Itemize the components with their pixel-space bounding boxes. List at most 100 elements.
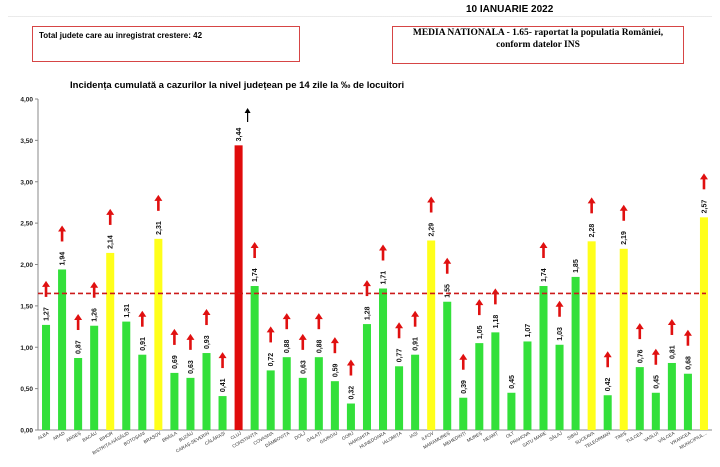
increase-arrow-head bbox=[651, 348, 660, 355]
bar bbox=[202, 353, 211, 430]
increase-arrow-head bbox=[587, 197, 596, 204]
bar bbox=[154, 238, 163, 430]
category-label: IAȘI bbox=[409, 431, 419, 440]
report-date: 10 IANUARIE 2022 bbox=[466, 4, 554, 15]
bar bbox=[539, 286, 548, 430]
increase-arrow-shaft bbox=[317, 318, 321, 330]
bar bbox=[234, 145, 243, 430]
bar bbox=[42, 324, 51, 430]
bar bbox=[603, 395, 612, 430]
category-label: MUREȘ bbox=[466, 431, 483, 444]
increase-arrow-shaft bbox=[157, 199, 160, 211]
bar-value-label: 0,45 bbox=[653, 375, 660, 389]
bar bbox=[346, 403, 355, 430]
category-label: BACĂU bbox=[81, 430, 98, 443]
increase-arrow-shaft bbox=[285, 318, 289, 330]
off-scale-arrow-head bbox=[244, 108, 251, 113]
increase-arrow-head bbox=[539, 242, 548, 249]
category-label: OLT bbox=[505, 430, 515, 439]
bar-value-label: 0,93 bbox=[204, 335, 211, 349]
bar-value-label: 0,59 bbox=[332, 363, 339, 377]
category-label: BRĂILA bbox=[161, 429, 179, 443]
header-divider bbox=[8, 16, 712, 18]
bar-value-label: 0,42 bbox=[605, 378, 612, 392]
increase-arrow-head bbox=[330, 337, 339, 344]
bar-value-label: 0,87 bbox=[76, 340, 83, 354]
increase-arrow-shaft bbox=[413, 315, 417, 327]
increase-arrow-shaft bbox=[349, 364, 353, 376]
increase-arrow-shaft bbox=[269, 331, 272, 343]
increase-arrow-head bbox=[58, 225, 67, 232]
bar-value-label: 0,69 bbox=[172, 355, 179, 369]
national-average-box: MEDIA NATIONALA - 1.65- raportat la popu… bbox=[392, 26, 684, 64]
category-label: CLUJ bbox=[230, 431, 242, 441]
bar bbox=[90, 325, 99, 430]
bar-value-label: 1,31 bbox=[124, 304, 131, 318]
bar-value-label: 1,94 bbox=[60, 252, 67, 266]
bar-value-label: 1,74 bbox=[541, 268, 548, 282]
increase-arrow-head bbox=[106, 208, 115, 215]
national-average-line2: conform datelor INS bbox=[496, 40, 580, 50]
bar-value-label: 1,05 bbox=[477, 325, 484, 339]
increase-arrow-head bbox=[362, 280, 371, 287]
bar bbox=[427, 240, 436, 430]
bar bbox=[122, 321, 131, 430]
bar-value-label: 2,19 bbox=[621, 231, 628, 245]
increase-arrow-shaft bbox=[333, 342, 337, 354]
increase-arrow-shaft bbox=[44, 285, 48, 297]
bar-value-label: 1,26 bbox=[92, 308, 99, 322]
bar bbox=[218, 396, 227, 430]
increase-arrow-head bbox=[427, 196, 436, 203]
increase-arrow-head bbox=[250, 242, 259, 249]
bar-value-label: 1,27 bbox=[44, 307, 51, 321]
bar-value-label: 1,18 bbox=[493, 315, 500, 329]
bar bbox=[635, 367, 644, 430]
increase-arrow-head bbox=[683, 329, 692, 336]
increase-arrow-head bbox=[635, 323, 644, 330]
y-tick-label: 3,00 bbox=[20, 179, 33, 186]
bar bbox=[298, 377, 307, 430]
increase-arrow-head bbox=[443, 257, 452, 264]
bar bbox=[362, 324, 371, 430]
increase-arrow-head bbox=[218, 352, 227, 359]
increase-arrow-shaft bbox=[494, 293, 497, 305]
bar bbox=[106, 252, 115, 430]
increase-arrow-shaft bbox=[606, 356, 609, 368]
increase-arrow-head bbox=[138, 310, 147, 317]
category-label: BIHOR bbox=[99, 430, 115, 442]
increase-arrow-shaft bbox=[60, 230, 64, 242]
increase-arrow-shaft bbox=[365, 285, 369, 297]
increase-arrow-head bbox=[667, 318, 676, 325]
bar-value-label: 1,03 bbox=[557, 327, 564, 341]
bar bbox=[619, 248, 628, 430]
bar-value-label: 0,91 bbox=[413, 337, 420, 351]
national-average-line1: MEDIA NATIONALA - 1.65- raportat la popu… bbox=[412, 28, 664, 38]
y-tick-label: 4,00 bbox=[20, 97, 33, 104]
increase-arrow-head bbox=[314, 313, 323, 320]
increase-arrow-head bbox=[395, 322, 404, 329]
bar bbox=[170, 372, 179, 430]
increase-arrow-shaft bbox=[654, 353, 658, 365]
bar-value-label: 2,57 bbox=[701, 200, 708, 214]
bar bbox=[555, 344, 564, 430]
bar bbox=[250, 286, 259, 430]
increase-arrow-shaft bbox=[189, 338, 192, 350]
bar-value-label: 0,88 bbox=[316, 339, 323, 353]
category-label: DOLJ bbox=[294, 431, 307, 441]
bar bbox=[699, 217, 708, 430]
bar bbox=[459, 397, 468, 430]
increase-arrow-shaft bbox=[445, 262, 449, 274]
bar-value-label: 1,07 bbox=[525, 324, 532, 338]
bar bbox=[138, 354, 147, 430]
category-label: ILFOV bbox=[421, 430, 436, 441]
category-label: SIBIU bbox=[566, 431, 579, 441]
bar-value-label: 1,85 bbox=[573, 259, 580, 273]
increase-arrow-head bbox=[298, 333, 307, 340]
bar-value-label: 0,76 bbox=[637, 349, 644, 363]
increase-arrow-shaft bbox=[397, 327, 401, 339]
bar-value-label: 0,91 bbox=[140, 337, 147, 351]
category-label: SĂLAJ bbox=[548, 430, 563, 442]
increase-arrow-head bbox=[346, 359, 355, 366]
increase-arrow-shaft bbox=[173, 333, 176, 345]
